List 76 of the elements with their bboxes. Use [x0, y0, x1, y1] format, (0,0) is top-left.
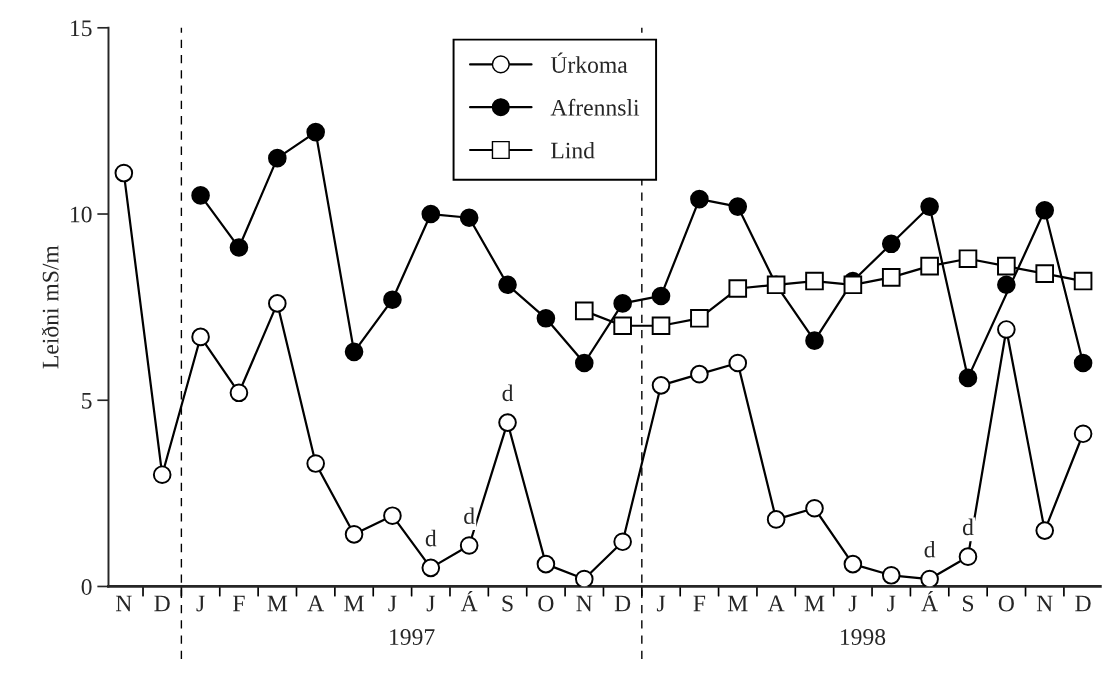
y-tick-label: 10 — [70, 206, 92, 223]
point — [536, 309, 556, 328]
x-tick-label: F — [233, 595, 245, 612]
legend-label: Afrennsli — [550, 98, 640, 116]
point — [459, 208, 479, 228]
x-tick-label: Á — [460, 590, 478, 612]
point — [498, 275, 517, 295]
point — [805, 331, 824, 350]
point — [920, 256, 939, 276]
x-tick-label: J — [887, 595, 896, 612]
point — [344, 342, 364, 362]
point — [728, 279, 748, 298]
x-tick-label: J — [196, 595, 205, 612]
x-tick-label: S — [962, 595, 974, 612]
point — [229, 238, 249, 257]
point — [1035, 264, 1055, 283]
x-tick-label: F — [693, 595, 706, 612]
legend-label: Úrkoma — [550, 52, 628, 73]
y-tick-label: 15 — [70, 20, 92, 37]
point — [421, 204, 441, 224]
x-tick-label: S — [502, 595, 513, 612]
x-tick-label: A — [307, 595, 325, 612]
point — [613, 294, 632, 313]
point — [958, 249, 978, 269]
point — [383, 290, 402, 309]
annotation: d — [425, 529, 437, 547]
point — [574, 301, 594, 321]
x-tick-label: M — [344, 595, 364, 612]
x-tick-label: N — [115, 595, 132, 612]
point — [574, 353, 594, 373]
x-tick-label: A — [767, 595, 785, 612]
text: 1997 — [390, 629, 435, 645]
point — [268, 148, 287, 168]
x-tick-label: J — [656, 595, 666, 612]
y-tick-label: 5 — [82, 392, 92, 409]
point — [1073, 353, 1093, 373]
annotation: d — [464, 507, 475, 525]
y-tick-label: 0 — [81, 578, 92, 595]
x-tick-label: N — [576, 595, 593, 612]
point — [613, 316, 632, 336]
x-tick-label: O — [538, 595, 554, 612]
point — [997, 275, 1016, 295]
point — [881, 234, 901, 254]
point — [191, 186, 210, 205]
x-tick-label: M — [727, 595, 748, 612]
point — [805, 271, 824, 291]
x-tick-label: M — [267, 595, 288, 612]
annotation: d — [502, 384, 514, 402]
x-tick-label: D — [1075, 595, 1091, 612]
point — [881, 268, 901, 287]
point — [651, 316, 671, 336]
point — [920, 197, 939, 216]
y-axis-title: Leiðni mS/m — [41, 245, 59, 369]
point — [1073, 271, 1093, 291]
legend-label: Lind — [551, 141, 595, 159]
point — [690, 309, 709, 328]
point — [651, 286, 671, 306]
point — [1035, 200, 1055, 220]
x-tick-label: Á — [921, 590, 938, 612]
x-tick-label: J — [848, 595, 857, 612]
annotation: d — [962, 518, 974, 536]
x-tick-label: O — [998, 595, 1014, 612]
x-tick-label: N — [1036, 595, 1053, 612]
point — [306, 122, 325, 142]
annotation: d — [924, 540, 936, 558]
point — [958, 368, 978, 388]
x-tick-label: M — [804, 595, 825, 612]
point — [728, 197, 748, 216]
point — [690, 189, 709, 209]
x-tick-label: D — [154, 595, 170, 612]
point — [843, 275, 863, 295]
x-tick-label: J — [388, 595, 397, 612]
point — [997, 256, 1016, 276]
x-tick-label: D — [614, 595, 631, 612]
text: 1998 — [840, 629, 886, 645]
x-tick-label: J — [426, 595, 435, 612]
